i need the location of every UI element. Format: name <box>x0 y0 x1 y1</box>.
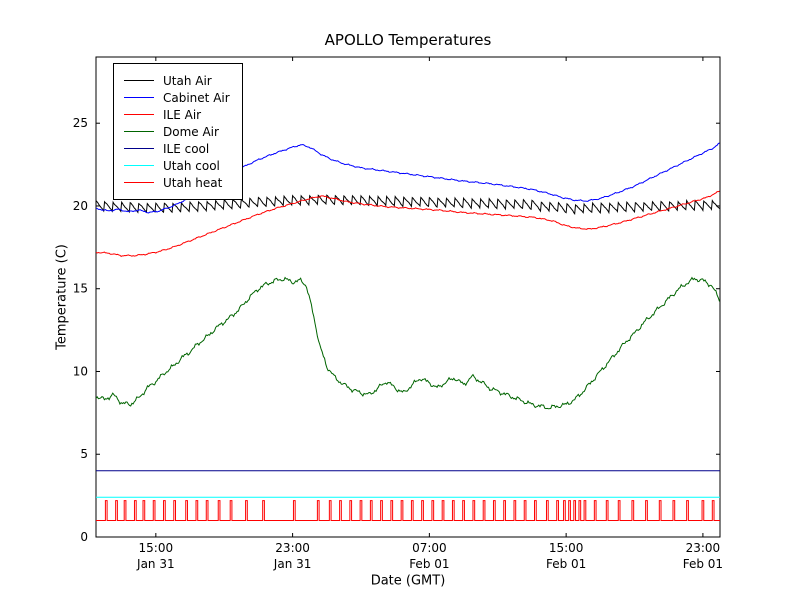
legend-entry-label: Dome Air <box>163 124 219 139</box>
legend-entry: ILE Air <box>124 106 230 123</box>
legend-entry: Dome Air <box>124 123 230 140</box>
y-axis-label: Temperature (C) <box>54 244 70 350</box>
legend-entry-label: Utah Air <box>163 73 212 88</box>
legend-entry: Cabinet Air <box>124 89 230 106</box>
svg-text:23:00: 23:00 <box>275 541 310 555</box>
svg-text:Jan 31: Jan 31 <box>273 557 312 571</box>
svg-text:15:00: 15:00 <box>549 541 584 555</box>
svg-text:15:00: 15:00 <box>139 541 174 555</box>
legend-entry: ILE cool <box>124 140 230 157</box>
legend-line-sample <box>124 148 154 149</box>
legend-line-sample <box>124 97 154 98</box>
legend-entry-label: ILE cool <box>163 141 210 156</box>
legend-entry-label: Cabinet Air <box>163 90 230 105</box>
svg-text:Feb 01: Feb 01 <box>409 557 449 571</box>
x-axis-label: Date (GMT) <box>370 573 446 589</box>
chart-title: APOLLO Temperatures <box>324 31 492 49</box>
legend-line-sample <box>124 131 154 132</box>
legend: Utah Air Cabinet Air ILE Air Dome Air ILE co… <box>113 63 243 200</box>
svg-text:5: 5 <box>80 447 88 461</box>
legend-line-sample <box>124 165 154 166</box>
svg-text:Feb 01: Feb 01 <box>546 557 586 571</box>
legend-line-sample <box>124 80 154 81</box>
svg-text:15: 15 <box>73 282 88 296</box>
svg-text:10: 10 <box>73 364 88 378</box>
svg-text:0: 0 <box>80 530 88 544</box>
legend-line-sample <box>124 114 154 115</box>
svg-text:25: 25 <box>73 116 88 130</box>
legend-entry-label: Utah cool <box>163 158 220 173</box>
legend-entry-label: Utah heat <box>163 175 223 190</box>
legend-entry: Utah heat <box>124 174 230 191</box>
legend-entry-label: ILE Air <box>163 107 202 122</box>
svg-text:Jan 31: Jan 31 <box>136 557 175 571</box>
svg-text:07:00: 07:00 <box>412 541 447 555</box>
svg-text:20: 20 <box>73 199 88 213</box>
svg-text:Feb 01: Feb 01 <box>683 557 723 571</box>
legend-entry: Utah Air <box>124 72 230 89</box>
legend-entry: Utah cool <box>124 157 230 174</box>
svg-text:23:00: 23:00 <box>686 541 721 555</box>
legend-line-sample <box>124 182 154 183</box>
